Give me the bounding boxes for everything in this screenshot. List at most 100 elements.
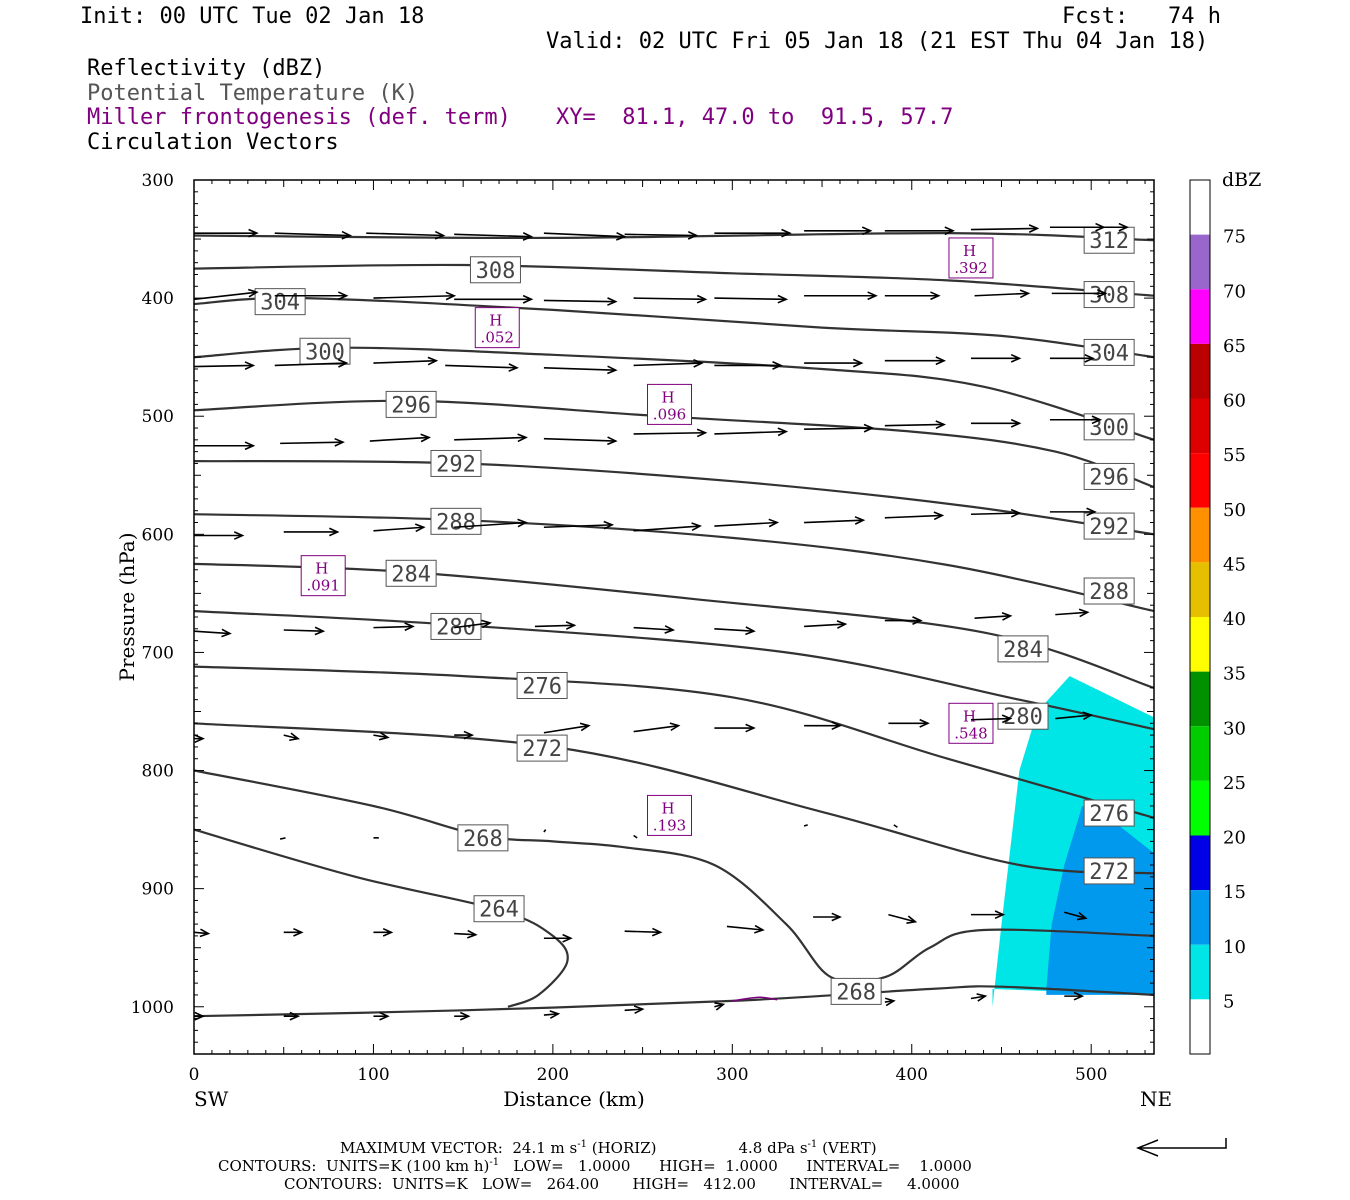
theta-label-box — [430, 507, 482, 535]
vector-head — [777, 294, 789, 304]
theta-label-box — [1083, 799, 1135, 827]
vector-head — [1001, 611, 1013, 621]
vector-head — [691, 522, 702, 532]
circulation-vector — [283, 629, 324, 632]
circulation-vector — [193, 291, 257, 301]
y-tick-label: 1000 — [131, 998, 174, 1018]
field-potential-temperature: Potential Temperature (K) — [87, 81, 419, 106]
x-tick-label: 200 — [537, 1065, 569, 1085]
vector-head — [427, 356, 439, 366]
circulation-vector — [283, 734, 299, 740]
field-frontogenesis: Miller frontogenesis (def. term) — [87, 105, 511, 130]
circulation-vector — [624, 1008, 643, 1012]
vector-head — [233, 531, 245, 540]
vector-head — [244, 441, 256, 451]
fronto-contour — [732, 996, 778, 1002]
horiz-label: (HORIZ) — [586, 1139, 657, 1157]
max-vector-line: MAXIMUM VECTOR: 24.1 m s-1 (HORIZ) 4.8 dP… — [340, 1139, 877, 1157]
fronto-max-value: .096 — [653, 405, 686, 423]
colorbar-cell — [1190, 289, 1210, 344]
circulation-vector — [633, 431, 706, 435]
theta-contour-308 — [193, 263, 1155, 297]
fronto-max-label: H — [662, 799, 675, 817]
circulation-vector — [970, 227, 1038, 231]
colorbar-label: 5 — [1223, 991, 1234, 1012]
vector-head — [669, 722, 681, 732]
vector-head — [714, 1002, 726, 1011]
theta-contours-layer: 3123083083043043003002962962922922882882… — [193, 226, 1155, 1018]
circulation-vector — [543, 524, 613, 529]
vector-head — [607, 297, 618, 306]
vector-head — [693, 358, 704, 368]
theta-label-300: 300 — [305, 340, 345, 365]
theta-contour-268 — [193, 769, 1155, 984]
colorbar-cell — [1190, 890, 1210, 945]
vector-head — [248, 228, 259, 238]
circulation-vector — [714, 521, 778, 527]
vector-head — [508, 363, 519, 372]
valid-time: Valid: 02 UTC Fri 05 Jan 18 (21 EST Thu … — [546, 29, 1209, 54]
vector-head — [633, 1005, 645, 1015]
vector-head — [341, 230, 353, 240]
colorbar-label: 20 — [1223, 828, 1246, 849]
theta-label-box — [1083, 512, 1135, 540]
fronto-max-box — [948, 237, 994, 279]
colorbar-cell — [1190, 671, 1210, 727]
vector-head — [414, 523, 426, 533]
circulation-vector — [373, 294, 455, 299]
init-time: Init: 00 UTC Tue 02 Jan 18 — [80, 4, 425, 29]
vector-head — [912, 616, 923, 625]
circulation-vector — [633, 297, 706, 301]
colorbar-cell — [1190, 562, 1210, 617]
y-tick-label: 500 — [142, 407, 174, 427]
reference-vector — [1135, 1138, 1227, 1157]
vector-head — [481, 619, 493, 629]
theta-contour-272 — [193, 722, 1155, 875]
theta-label-box — [473, 895, 525, 923]
fronto-max-box — [647, 794, 693, 836]
circulation-vector — [803, 824, 808, 827]
vector-head — [1118, 222, 1130, 232]
reference-vector-head — [1135, 1139, 1159, 1157]
theta-label-296: 296 — [391, 393, 431, 418]
circulation-vector — [543, 1013, 559, 1016]
vector-head — [293, 927, 304, 937]
vector-head — [1010, 353, 1022, 363]
circulation-vector — [633, 362, 702, 367]
circulation-vector — [454, 932, 476, 936]
colorbar-label: 50 — [1223, 500, 1246, 521]
theta-label-264: 264 — [479, 898, 519, 923]
theta-label-312: 312 — [1089, 229, 1129, 254]
vector-head — [935, 420, 947, 430]
y-tick-label: 300 — [142, 171, 174, 191]
fronto-max-value: .091 — [306, 577, 339, 595]
circulation-vector — [373, 526, 424, 532]
vector-head — [651, 927, 663, 937]
theta-label-308: 308 — [1089, 284, 1129, 309]
vector-head — [919, 718, 930, 728]
ne-end-label: NE — [1140, 1087, 1172, 1111]
vector-head — [337, 358, 349, 368]
vector-head — [1078, 608, 1090, 618]
fronto-max-value: .548 — [954, 724, 987, 742]
circulation-vector — [543, 829, 547, 833]
vector-head — [579, 722, 591, 732]
reflectivity-layer — [992, 676, 1154, 1007]
fronto-contour-info: CONTOURS: UNITS=K (100 km h)-1 LOW= 1.00… — [218, 1157, 972, 1175]
fronto-max-label: H — [489, 312, 502, 330]
theta-contour-296 — [193, 399, 1155, 489]
vector-head — [745, 723, 756, 733]
fronto-max-box — [948, 702, 994, 744]
colorbar-label: 60 — [1223, 391, 1246, 412]
theta-label-296: 296 — [1089, 465, 1129, 490]
vector-head — [289, 732, 300, 742]
fronto-max-value: .193 — [653, 816, 686, 834]
circulation-vector — [1064, 911, 1087, 919]
colorbar-label: 55 — [1223, 445, 1246, 466]
vector-head — [244, 361, 256, 370]
vector-head — [404, 622, 415, 632]
vector-head — [603, 520, 615, 530]
circulation-vector — [633, 525, 701, 532]
vector-head — [696, 294, 708, 304]
circulation-vector — [369, 436, 430, 442]
